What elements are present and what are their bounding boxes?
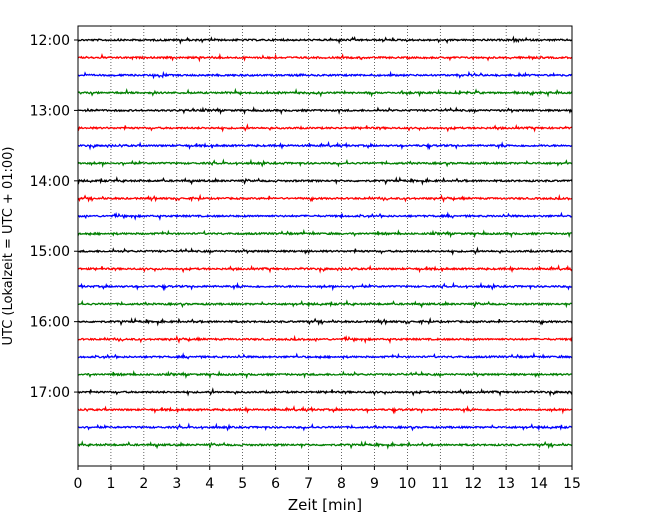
y-tick-label: 12:00 (30, 33, 70, 49)
trace-1345 (77, 158, 573, 169)
x-tick-label: 4 (205, 476, 214, 492)
x-tick-label: 12 (464, 476, 482, 492)
seismic-traces (77, 35, 573, 450)
trace-1615 (77, 334, 573, 345)
trace-1600 (77, 316, 573, 327)
x-tick-label: 15 (563, 476, 581, 492)
x-tick-label: 0 (74, 476, 83, 492)
x-axis-ticks: 0 1 2 3 4 5 6 7 8 9 10 11 12 13 14 15 (74, 466, 581, 492)
trace-1230 (77, 70, 573, 80)
y-axis-label: UTC (Lokalzeit = UTC + 01:00) (1, 147, 16, 346)
x-axis-label: Zeit [min] (288, 496, 362, 514)
trace-1400 (77, 176, 573, 186)
trace-1445 (77, 228, 573, 239)
trace-1200 (77, 35, 573, 45)
x-tick-label: 7 (304, 476, 313, 492)
y-axis-ticks: 12:00 13:00 14:00 15:00 16:00 17:00 (30, 33, 78, 401)
x-tick-label: 2 (139, 476, 148, 492)
trace-1315 (77, 123, 573, 133)
y-tick-label: 16:00 (30, 315, 70, 331)
trace-1245 (77, 87, 573, 98)
trace-1630 (77, 351, 573, 360)
trace-1330 (77, 140, 573, 151)
trace-1300 (77, 106, 573, 116)
trace-1700 (77, 387, 573, 398)
trace-1745 (77, 440, 573, 450)
trace-1500 (77, 246, 573, 256)
trace-1545 (77, 299, 573, 309)
trace-1515 (77, 264, 573, 274)
x-tick-label: 3 (172, 476, 181, 492)
trace-1715 (77, 404, 573, 415)
y-tick-label: 14:00 (30, 174, 70, 190)
x-tick-label: 8 (337, 476, 346, 492)
y-tick-label: 17:00 (30, 385, 70, 401)
trace-1730 (77, 422, 573, 432)
y-tick-label: 13:00 (30, 103, 70, 119)
plot-frame (77, 25, 573, 467)
trace-1430 (77, 211, 572, 221)
x-tick-label: 10 (398, 476, 416, 492)
trace-1215 (77, 52, 573, 63)
x-tick-label: 9 (370, 476, 379, 492)
x-tick-label: 6 (271, 476, 280, 492)
trace-1645 (77, 369, 573, 380)
x-tick-label: 11 (431, 476, 449, 492)
x-tick-label: 14 (530, 476, 548, 492)
trace-1530 (77, 281, 573, 292)
trace-1415 (77, 193, 573, 204)
x-tick-label: 5 (238, 476, 247, 492)
y-tick-label: 15:00 (30, 244, 70, 260)
x-tick-label: 13 (497, 476, 515, 492)
x-tick-label: 1 (106, 476, 115, 492)
